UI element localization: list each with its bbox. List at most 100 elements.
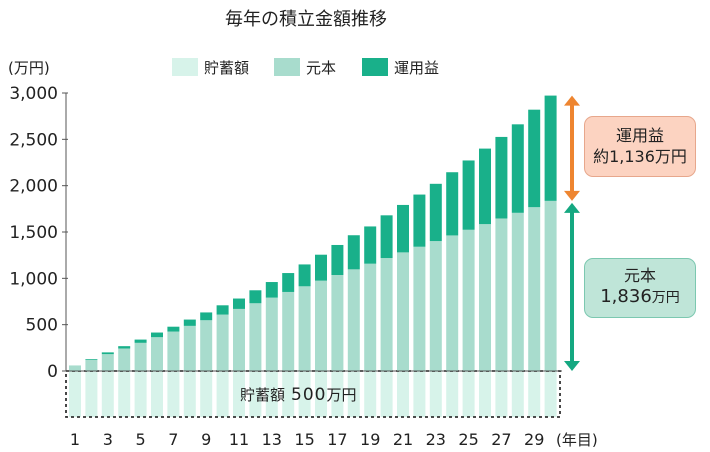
profit-callout-amount: 約1,136万円 <box>593 147 687 166</box>
bar-profit-year-24 <box>446 172 459 236</box>
bar-profit-year-17 <box>331 244 344 275</box>
principal-callout-label: 元本 <box>623 266 656 285</box>
bar-profit-year-21 <box>397 204 409 253</box>
bar-savings-year-6 <box>151 371 163 417</box>
principal-callout-amount: 1,836 <box>600 286 652 307</box>
bar-savings-year-8 <box>183 371 196 417</box>
bar-savings-year-2 <box>85 371 98 417</box>
bar-savings-year-9 <box>200 371 213 417</box>
x-tick-label: 17 <box>327 430 347 449</box>
principal-callout-unit: 万円 <box>651 290 680 306</box>
bar-profit-year-3 <box>101 352 114 355</box>
legend-label-savings: 貯蓄額 <box>204 59 249 77</box>
bar-principal-year-23 <box>429 241 442 371</box>
bar-profit-year-23 <box>429 183 442 242</box>
bar-savings-year-14 <box>282 371 295 417</box>
y-axis-unit: (万円) <box>8 59 50 77</box>
bar-principal-year-11 <box>233 308 245 371</box>
x-tick-label: 9 <box>201 430 211 449</box>
bar-profit-year-15 <box>298 264 311 287</box>
bar-profit-year-11 <box>233 298 245 309</box>
bar-savings-year-7 <box>167 371 180 417</box>
bar-savings-year-26 <box>479 371 491 417</box>
x-axis-unit: (年目) <box>556 431 598 449</box>
legend-label-principal: 元本 <box>306 59 336 77</box>
bar-profit-year-19 <box>364 226 377 264</box>
bar-principal-year-15 <box>298 286 311 371</box>
bar-savings-year-10 <box>216 371 229 417</box>
principal-arrow <box>564 202 580 371</box>
bar-savings-year-21 <box>397 371 409 417</box>
x-tick-label: 19 <box>360 430 380 449</box>
bar-savings-year-27 <box>495 371 508 417</box>
y-tick-label: 0 <box>47 362 58 382</box>
principal-callout: 元本 1,836万円 <box>584 258 696 318</box>
legend: 貯蓄額 元本 運用益 <box>172 58 439 77</box>
x-tick-label: 3 <box>103 430 113 449</box>
x-axis: 1 3 5 7 9 11 13 15 17 19 21 23 25 27 29 <box>70 430 544 449</box>
bar-savings-year-25 <box>462 371 475 417</box>
profit-arrow-head-down <box>564 190 580 201</box>
x-tick-label: 11 <box>229 430 249 449</box>
x-tick-label: 1 <box>70 430 80 449</box>
bar-savings-year-11 <box>233 371 245 417</box>
legend-swatch-profit <box>362 58 388 76</box>
bar-profit-year-22 <box>413 194 426 247</box>
savings-note-unit: 万円 <box>326 386 357 404</box>
bar-profit-year-13 <box>265 282 278 298</box>
bar-savings-year-29 <box>528 371 541 417</box>
bar-principal-year-3 <box>101 354 114 371</box>
bar-principal-year-17 <box>331 274 344 371</box>
bar-savings-year-24 <box>446 371 459 417</box>
bar-profit-year-8 <box>183 319 196 326</box>
bar-savings-year-18 <box>347 371 360 417</box>
chart-title: 毎年の積立金額推移 <box>225 9 387 30</box>
bar-savings-year-30 <box>544 371 557 417</box>
bar-principal-year-7 <box>167 331 180 371</box>
bar-principal-year-10 <box>216 314 229 371</box>
bar-savings-year-22 <box>413 371 426 417</box>
bar-profit-year-4 <box>118 346 131 349</box>
profit-arrow-head-up <box>564 95 580 106</box>
profit-callout-label: 運用益 <box>615 126 664 145</box>
bar-principal-year-26 <box>479 224 491 371</box>
profit-callout: 運用益 約1,136万円 <box>584 116 696 177</box>
bar-principal-year-19 <box>364 263 377 371</box>
savings-bars <box>69 371 557 417</box>
y-tick-label: 500 <box>26 316 58 336</box>
bar-principal-year-24 <box>446 235 459 371</box>
bar-principal-year-2 <box>85 359 98 371</box>
principal-arrow-head-up <box>564 202 580 213</box>
x-tick-label: 15 <box>294 430 314 449</box>
x-tick-label: 7 <box>168 430 178 449</box>
bar-savings-year-12 <box>249 371 262 417</box>
bar-savings-year-17 <box>331 371 344 417</box>
bar-principal-year-9 <box>200 320 213 371</box>
bar-savings-year-13 <box>265 371 278 417</box>
bar-principal-year-27 <box>495 218 508 371</box>
y-tick-label: 1,000 <box>9 269 58 289</box>
x-tick-label: 13 <box>262 430 282 449</box>
bar-principal-year-13 <box>265 297 278 371</box>
bar-principal-year-22 <box>413 246 426 371</box>
bar-profit-year-2 <box>85 359 98 360</box>
x-tick-label: 5 <box>136 430 146 449</box>
x-tick-label: 21 <box>393 430 413 449</box>
bar-principal-year-18 <box>347 269 360 371</box>
bar-profit-year-25 <box>462 160 475 230</box>
bar-savings-year-20 <box>380 371 393 417</box>
bar-principal-year-12 <box>249 303 262 371</box>
y-axis: 0 500 1,000 1,500 2,000 2,500 3,000 <box>9 84 68 382</box>
bar-savings-year-16 <box>315 371 327 417</box>
bar-profit-year-10 <box>216 305 229 315</box>
principal-arrow-head-down <box>564 361 580 371</box>
bar-profit-year-9 <box>200 312 213 321</box>
bar-profit-year-6 <box>151 332 163 338</box>
x-tick-label: 27 <box>491 430 511 449</box>
y-tick-label: 2,500 <box>9 130 58 150</box>
bar-principal-year-14 <box>282 291 295 371</box>
bar-principal-year-8 <box>183 325 196 371</box>
bar-profit-year-12 <box>249 290 262 304</box>
bar-profit-year-26 <box>479 148 491 225</box>
